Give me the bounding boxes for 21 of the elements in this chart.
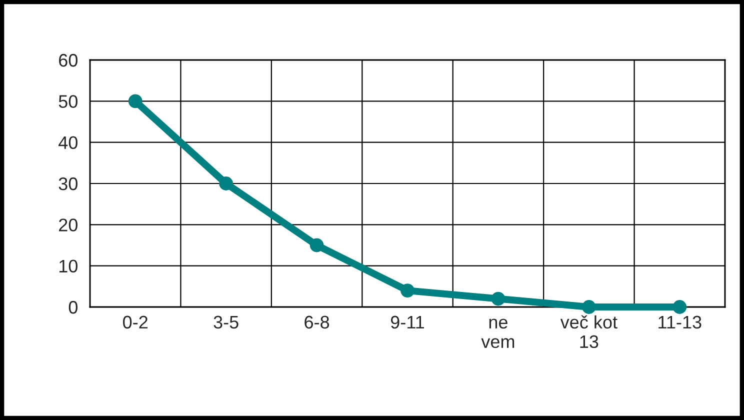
point	[400, 284, 414, 298]
x-tick-label: 9-11	[390, 316, 424, 329]
x-tick-label: 0-2	[123, 316, 148, 329]
point	[219, 176, 234, 190]
x-tick-label: ne vem	[481, 318, 514, 348]
point	[582, 300, 596, 314]
y-tick-label: 10	[59, 260, 78, 273]
y-tick-label: 30	[58, 177, 78, 190]
y-tick-label: 20	[59, 218, 78, 232]
point	[491, 292, 506, 306]
point	[672, 300, 687, 314]
y-tick-label: 40	[58, 136, 78, 150]
point	[310, 238, 324, 252]
x-tick-label: 11-13	[658, 316, 702, 329]
x-tick-label: 6-8	[304, 316, 330, 329]
y-tick-label: 60	[59, 54, 78, 67]
y-tick-label: 0	[68, 300, 78, 314]
y-tick-label: 50	[58, 95, 78, 108]
point	[128, 94, 142, 108]
x-tick-label: več kot 13	[560, 315, 618, 348]
x-tick-label: 3-5	[214, 316, 238, 329]
